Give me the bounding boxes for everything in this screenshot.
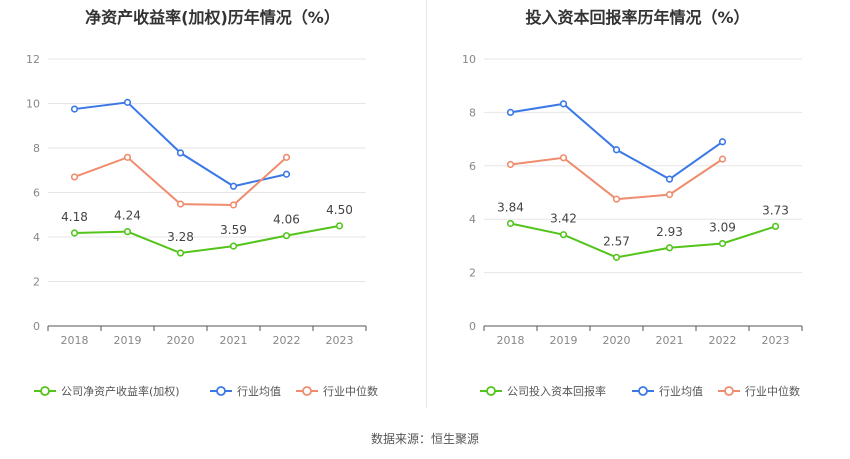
data-point[interactable] <box>665 244 674 252</box>
series-line <box>510 102 724 181</box>
y-tick-label: 10 <box>26 98 40 111</box>
data-label: 3.09 <box>709 220 736 234</box>
x-tick-label: 2020 <box>167 334 195 347</box>
data-point[interactable] <box>506 160 515 169</box>
data-label: 3.59 <box>220 223 247 237</box>
data-point[interactable] <box>123 153 132 161</box>
x-tick-label: 2019 <box>550 334 578 347</box>
panel-divider <box>426 0 427 408</box>
data-point[interactable] <box>70 173 79 181</box>
data-label: 3.73 <box>762 203 789 217</box>
x-tick-label: 2021 <box>220 334 248 347</box>
series-line <box>74 101 287 188</box>
y-tick-label: 0 <box>33 320 40 333</box>
data-point[interactable] <box>123 98 132 106</box>
legend-item[interactable]: 公司投入资本回报率 <box>507 384 606 398</box>
x-tick-label: 2020 <box>603 334 631 347</box>
data-point[interactable] <box>123 228 132 236</box>
data-label: 4.50 <box>326 203 353 217</box>
roic-chart-panel: 投入资本回报率历年情况（%） 0 2 4 6 8 10 2018 2019 2020 2021 20… <box>425 0 850 420</box>
data-point[interactable] <box>282 232 291 240</box>
data-label: 3.28 <box>167 230 194 244</box>
data-point[interactable] <box>176 149 185 157</box>
data-point[interactable] <box>335 222 344 230</box>
data-point[interactable] <box>229 201 238 209</box>
data-point[interactable] <box>506 219 515 228</box>
legend-marker-icon <box>302 386 312 396</box>
y-tick-label: 4 <box>33 231 40 244</box>
data-point[interactable] <box>612 146 621 154</box>
data-label: 4.24 <box>114 209 141 223</box>
data-point[interactable] <box>229 242 238 250</box>
y-tick-label: 6 <box>33 187 40 200</box>
data-point[interactable] <box>665 191 674 199</box>
y-tick-label: 8 <box>469 106 476 119</box>
data-label: 4.18 <box>61 210 88 224</box>
data-point[interactable] <box>559 100 568 108</box>
x-tick-label: 2021 <box>656 334 684 347</box>
data-point[interactable] <box>718 155 727 163</box>
legend-item[interactable]: 行业中位数 <box>323 384 378 398</box>
data-point[interactable] <box>70 105 79 113</box>
legend-marker-icon <box>638 386 648 396</box>
x-tick-label: 2019 <box>114 334 142 347</box>
y-tick-label: 6 <box>469 160 476 173</box>
data-point[interactable] <box>559 154 568 162</box>
x-tick-label: 2018 <box>61 334 89 347</box>
y-tick-label: 2 <box>469 267 476 280</box>
y-tick-label: 10 <box>462 53 476 66</box>
data-label: 3.84 <box>497 200 524 214</box>
roic-chart-svg: 0 2 4 6 8 10 2018 2019 2020 2021 2022 2023 3.84 3.42 2… <box>462 53 803 398</box>
legend-item[interactable]: 行业中位数 <box>745 384 800 398</box>
legend-item[interactable]: 行业均值 <box>237 385 281 398</box>
legend-marker-icon <box>40 386 50 396</box>
x-tick-label: 2023 <box>762 334 790 347</box>
roe-chart-panel: 净资产收益率(加权)历年情况（%） 0 2 4 6 8 10 12 2018 2019 2020 2… <box>0 0 425 420</box>
x-tick-label: 2022 <box>709 334 737 347</box>
data-label: 4.06 <box>273 213 300 227</box>
y-tick-label: 12 <box>26 53 40 66</box>
data-label: 3.42 <box>550 212 577 226</box>
legend-marker-icon <box>216 386 226 396</box>
data-point[interactable] <box>229 182 238 190</box>
data-point[interactable] <box>612 195 621 203</box>
x-tick-label: 2018 <box>497 334 525 347</box>
data-point[interactable] <box>282 153 291 161</box>
data-point[interactable] <box>176 200 185 208</box>
legend-marker-icon <box>724 386 734 396</box>
data-point[interactable] <box>70 229 79 237</box>
roe-chart-svg: 0 2 4 6 8 10 12 2018 2019 2020 2021 2022 2023 4.18 4.2… <box>26 53 378 398</box>
roic-chart-title: 投入资本回报率历年情况（%） <box>525 8 750 27</box>
series-line <box>510 222 776 259</box>
roe-chart-title: 净资产收益率(加权)历年情况（%） <box>85 8 340 27</box>
y-tick-label: 2 <box>33 276 40 289</box>
data-point[interactable] <box>282 170 291 178</box>
x-tick-label: 2023 <box>326 334 354 347</box>
data-point[interactable] <box>665 175 674 183</box>
data-point[interactable] <box>612 253 621 261</box>
data-source-note: 数据来源：恒生聚源 <box>370 432 479 446</box>
data-point[interactable] <box>176 249 185 257</box>
y-tick-label: 8 <box>33 142 40 155</box>
legend-item[interactable]: 公司净资产收益率(加权) <box>61 384 180 398</box>
data-point[interactable] <box>718 239 727 248</box>
data-point[interactable] <box>506 108 515 116</box>
data-point[interactable] <box>718 138 727 146</box>
data-label: 2.93 <box>656 225 683 239</box>
data-point[interactable] <box>559 231 568 239</box>
legend-marker-icon <box>486 386 496 396</box>
x-tick-label: 2022 <box>273 334 301 347</box>
data-label: 2.57 <box>603 234 630 248</box>
series-line <box>74 224 340 255</box>
legend-item[interactable]: 行业均值 <box>659 385 703 398</box>
y-tick-label: 4 <box>469 213 476 226</box>
y-tick-label: 0 <box>469 320 476 333</box>
data-point[interactable] <box>771 222 780 231</box>
